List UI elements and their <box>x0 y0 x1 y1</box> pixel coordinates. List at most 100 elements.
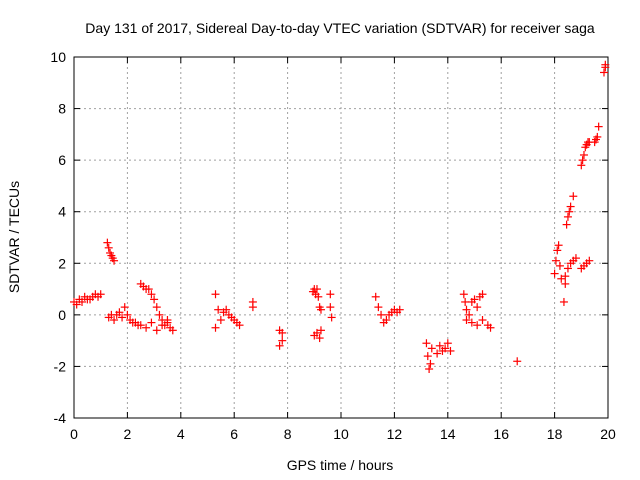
data-point <box>579 150 588 159</box>
data-point <box>147 290 156 299</box>
data-point <box>395 305 404 314</box>
x-tick-label: 18 <box>547 426 563 442</box>
data-point <box>565 207 574 216</box>
data-point <box>211 290 220 299</box>
data-point <box>275 341 284 350</box>
data-point <box>96 290 105 299</box>
x-axis-label: GPS time / hours <box>287 457 394 473</box>
chart-title: Day 131 of 2017, Sidereal Day-to-day VTE… <box>85 20 595 36</box>
data-point <box>425 365 434 374</box>
data-point <box>433 349 442 358</box>
x-tick-label: 6 <box>230 426 238 442</box>
x-tick-label: 20 <box>600 426 616 442</box>
x-tick-label: 14 <box>440 426 456 442</box>
data-point <box>462 316 471 325</box>
x-tick-label: 10 <box>333 426 349 442</box>
data-point <box>435 341 444 350</box>
y-tick-label: -4 <box>54 410 67 426</box>
data-point <box>467 318 476 327</box>
data-point <box>136 321 145 330</box>
data-point <box>326 303 335 312</box>
data-point <box>461 297 470 306</box>
data-point <box>601 60 610 69</box>
data-point <box>599 68 608 77</box>
data-point <box>152 326 161 335</box>
data-point <box>110 256 119 265</box>
data-point <box>551 256 560 265</box>
data-point <box>118 313 127 322</box>
data-point <box>168 326 177 335</box>
data-point <box>563 264 572 273</box>
data-point <box>578 156 587 165</box>
y-tick-label: 2 <box>58 255 66 271</box>
data-point <box>441 344 450 353</box>
data-point <box>312 285 321 294</box>
data-point <box>426 359 435 368</box>
data-point <box>314 292 323 301</box>
x-tick-label: 16 <box>493 426 509 442</box>
data-point <box>593 132 602 141</box>
data-point <box>561 279 570 288</box>
data-point <box>557 274 566 283</box>
x-tick-label: 0 <box>70 426 78 442</box>
x-tick-label: 12 <box>387 426 403 442</box>
data-point <box>120 303 129 312</box>
y-tick-label: 4 <box>58 204 66 220</box>
data-point <box>216 316 225 325</box>
data-point <box>443 339 452 348</box>
data-point <box>222 305 231 314</box>
data-point <box>144 285 153 294</box>
data-point <box>377 310 386 319</box>
x-tick-label: 8 <box>284 426 292 442</box>
data-point <box>142 323 151 332</box>
data-point <box>104 243 113 252</box>
chart-points <box>70 60 610 374</box>
data-point <box>553 246 562 255</box>
data-point <box>462 305 471 314</box>
data-point <box>422 339 431 348</box>
data-point <box>163 318 172 327</box>
data-point <box>555 261 564 270</box>
data-point <box>446 346 455 355</box>
data-point <box>152 303 161 312</box>
data-point <box>158 321 167 330</box>
data-point <box>569 192 578 201</box>
data-point <box>316 326 325 335</box>
y-tick-label: 0 <box>58 307 66 323</box>
data-point <box>214 305 223 314</box>
data-point <box>561 272 570 281</box>
data-point <box>550 269 559 278</box>
data-point <box>315 334 324 343</box>
data-point <box>478 316 487 325</box>
data-point <box>470 295 479 304</box>
data-point <box>115 308 124 317</box>
data-point <box>554 241 563 250</box>
data-point <box>371 292 380 301</box>
data-point <box>566 202 575 211</box>
y-tick-label: 6 <box>58 152 66 168</box>
data-point <box>562 220 571 229</box>
data-point <box>513 357 522 366</box>
data-point <box>316 305 325 314</box>
data-point <box>459 290 468 299</box>
y-tick-label: 8 <box>58 101 66 117</box>
data-point <box>211 323 220 332</box>
data-point <box>427 344 436 353</box>
data-point <box>150 295 159 304</box>
data-point <box>486 323 495 332</box>
data-point <box>235 321 244 330</box>
data-point <box>327 313 336 322</box>
data-point <box>155 310 164 319</box>
data-point <box>594 122 603 131</box>
data-point <box>110 316 119 325</box>
x-tick-label: 4 <box>177 426 185 442</box>
data-point <box>478 290 487 299</box>
data-point <box>563 212 572 221</box>
data-point <box>147 318 156 327</box>
x-tick-label: 2 <box>124 426 132 442</box>
data-point <box>423 352 432 361</box>
data-point <box>473 321 482 330</box>
y-tick-label: 10 <box>50 49 66 65</box>
data-point <box>123 310 132 319</box>
